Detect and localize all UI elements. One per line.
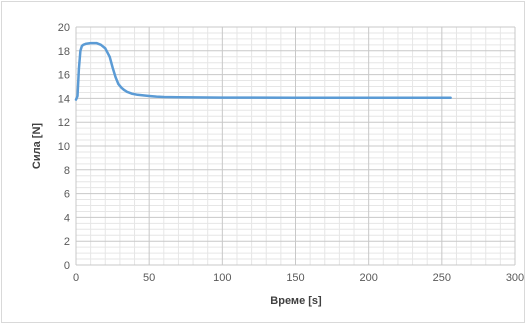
- x-tick-label: 200: [359, 272, 377, 284]
- y-tick-label: 18: [58, 46, 70, 58]
- x-tick-label: 0: [73, 272, 79, 284]
- y-tick-label: 0: [64, 260, 70, 272]
- x-tick-label: 100: [213, 272, 231, 284]
- y-tick-label: 10: [58, 141, 70, 153]
- y-tick-label: 8: [64, 165, 70, 177]
- y-tick-label: 4: [64, 212, 70, 224]
- y-tick-label: 20: [58, 22, 70, 34]
- x-tick-label: 250: [433, 272, 451, 284]
- series-line: [74, 41, 452, 101]
- y-tick-label: 2: [64, 236, 70, 248]
- y-tick-label: 12: [58, 117, 70, 129]
- y-axis-title: Сила [N]: [31, 123, 43, 169]
- x-tick-label: 300: [506, 272, 524, 284]
- y-tick-label: 16: [58, 70, 70, 82]
- y-tick-label: 14: [58, 93, 70, 105]
- major-grid: [75, 26, 516, 266]
- x-tick-labels: 0 50 100 150 200 250 300: [73, 272, 524, 284]
- y-tick-label: 6: [64, 189, 70, 201]
- x-axis-title: Време [s]: [270, 295, 322, 307]
- y-tick-labels: 0 2 4 6 8 10 12 14 16 18 20: [58, 22, 70, 272]
- x-tick-label: 50: [143, 272, 155, 284]
- x-tick-label: 150: [286, 272, 304, 284]
